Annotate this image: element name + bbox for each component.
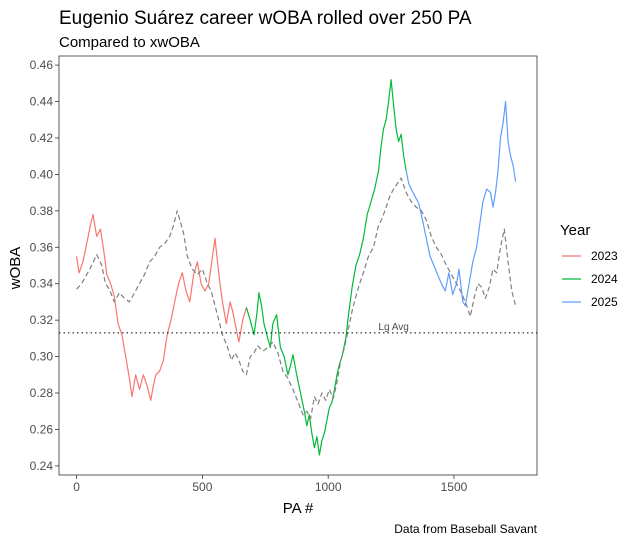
y-tick-label: 0.28 bbox=[30, 386, 54, 400]
y-tick-label: 0.24 bbox=[30, 459, 54, 473]
y-tick-label: 0.32 bbox=[30, 313, 54, 327]
legend-title: Year bbox=[560, 222, 590, 239]
legend-label-2024: 2024 bbox=[591, 272, 618, 286]
x-tick-label: 500 bbox=[192, 480, 212, 494]
series-line-2024 bbox=[245, 79, 407, 456]
reference-layer: Lg Avg bbox=[59, 322, 537, 334]
x-axis-title: PA # bbox=[283, 500, 314, 517]
x-tick-label: 0 bbox=[73, 480, 80, 494]
y-tick-label: 0.46 bbox=[30, 58, 54, 72]
chart-title: Eugenio Suárez career wOBA rolled over 2… bbox=[59, 8, 472, 29]
legend-label-2025: 2025 bbox=[591, 295, 618, 309]
series-line-2023 bbox=[76, 213, 247, 401]
x-axis: 0 500 1000 1500 bbox=[73, 475, 468, 494]
series-line-2025 bbox=[405, 100, 517, 307]
lines-layer bbox=[76, 79, 517, 456]
chart-subtitle: Compared to xwOBA bbox=[59, 34, 200, 51]
x-tick-label: 1000 bbox=[315, 480, 342, 494]
y-tick-label: 0.42 bbox=[30, 131, 54, 145]
y-tick-label: 0.38 bbox=[30, 204, 54, 218]
legend: Year 2023 2024 2025 bbox=[560, 222, 618, 309]
series-line-xwoba bbox=[76, 177, 517, 420]
x-tick-label: 1500 bbox=[441, 480, 468, 494]
y-tick-label: 0.30 bbox=[30, 350, 54, 364]
y-tick-label: 0.34 bbox=[30, 277, 54, 291]
league-average-label: Lg Avg bbox=[378, 322, 408, 333]
plot-panel bbox=[58, 55, 538, 476]
y-axis-title: wOBA bbox=[7, 247, 24, 291]
y-tick-label: 0.44 bbox=[30, 95, 54, 109]
y-tick-label: 0.40 bbox=[30, 167, 54, 181]
legend-label-2023: 2023 bbox=[591, 249, 618, 263]
y-axis: 0.24 0.26 0.28 0.30 0.32 0.34 0.36 0.38 0.40 0.42… bbox=[30, 58, 59, 473]
y-tick-label: 0.26 bbox=[30, 422, 54, 436]
chart-caption: Data from Baseball Savant bbox=[394, 522, 537, 536]
y-tick-label: 0.36 bbox=[30, 240, 54, 254]
